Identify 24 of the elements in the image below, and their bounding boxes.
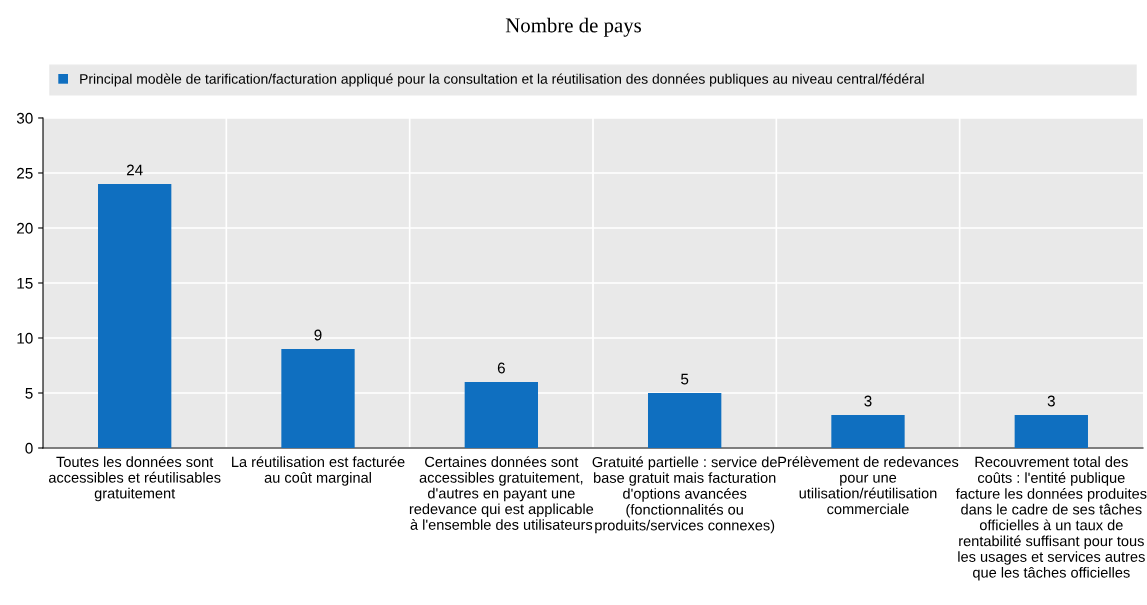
x-tick-label: Gratuité partielle : service de base gratuit mais facturation d'options avancées (fonctionnalités ou produits/services connexes) xyxy=(592,456,777,534)
chart-title: Nombre de pays xyxy=(505,17,642,37)
data-label: 3 xyxy=(1047,395,1055,407)
y-tick-label: 0 xyxy=(25,442,33,454)
y-tick-label: 15 xyxy=(17,278,33,289)
data-label: 5 xyxy=(681,373,689,385)
y-tick-label: 10 xyxy=(17,332,33,344)
x-tick-label: La réutilisation est facturée au coût marginal xyxy=(232,456,405,486)
bar xyxy=(98,183,172,448)
y-tick-label: 30 xyxy=(16,112,33,124)
bar xyxy=(1014,415,1088,448)
data-label: 3 xyxy=(864,395,872,407)
data-label: 24 xyxy=(126,164,143,176)
bar xyxy=(831,415,905,448)
x-tick-label: Toutes les données sont accessibles et réutilisables gratuitement xyxy=(48,456,221,502)
y-tick-label: 25 xyxy=(17,167,33,179)
bar xyxy=(281,348,355,448)
data-label: 9 xyxy=(314,329,322,341)
y-tick-label: 5 xyxy=(25,388,33,399)
legend-label: Principal modèle de tarification/facturation appliqué pour la consultation et la réutilisation des données publiques au niveau central/fédéral xyxy=(80,73,924,87)
data-label: 6 xyxy=(497,362,505,374)
bar xyxy=(648,393,722,448)
bar xyxy=(464,382,538,448)
y-tick-label: 20 xyxy=(17,222,33,234)
